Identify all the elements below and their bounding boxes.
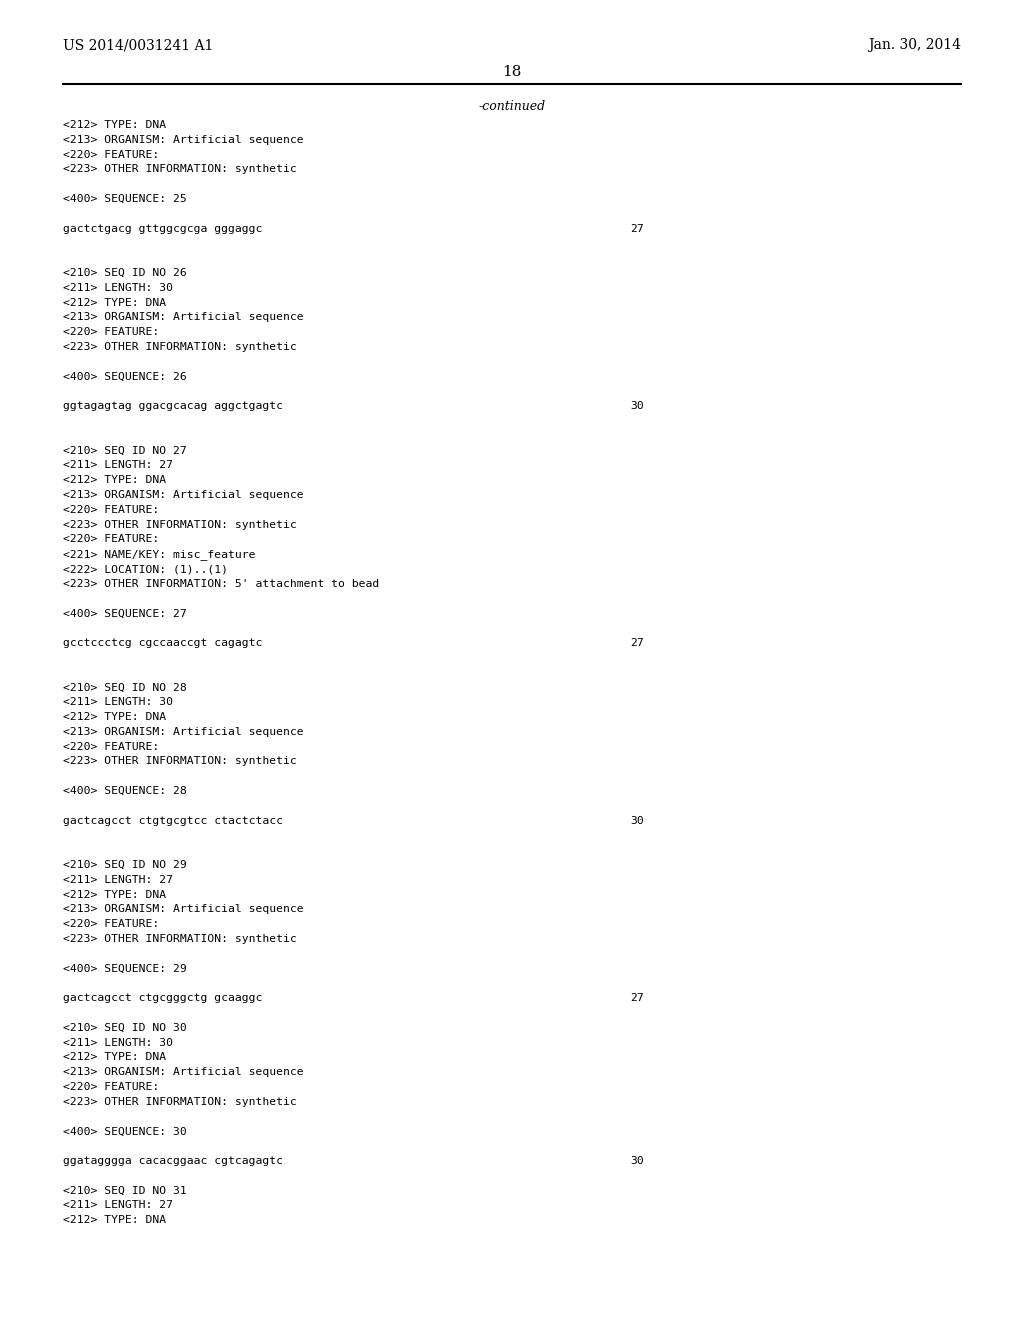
- Text: <222> LOCATION: (1)..(1): <222> LOCATION: (1)..(1): [63, 564, 228, 574]
- Text: <220> FEATURE:: <220> FEATURE:: [63, 504, 160, 515]
- Text: <223> OTHER INFORMATION: synthetic: <223> OTHER INFORMATION: synthetic: [63, 165, 297, 174]
- Text: <211> LENGTH: 27: <211> LENGTH: 27: [63, 461, 173, 470]
- Text: <211> LENGTH: 30: <211> LENGTH: 30: [63, 697, 173, 708]
- Text: <223> OTHER INFORMATION: synthetic: <223> OTHER INFORMATION: synthetic: [63, 935, 297, 944]
- Text: <223> OTHER INFORMATION: 5' attachment to bead: <223> OTHER INFORMATION: 5' attachment t…: [63, 578, 379, 589]
- Text: 18: 18: [503, 65, 521, 79]
- Text: <220> FEATURE:: <220> FEATURE:: [63, 742, 160, 751]
- Text: 30: 30: [630, 816, 644, 825]
- Text: <211> LENGTH: 27: <211> LENGTH: 27: [63, 1200, 173, 1210]
- Text: ggatagggga cacacggaac cgtcagagtc: ggatagggga cacacggaac cgtcagagtc: [63, 1156, 283, 1166]
- Text: gactctgacg gttggcgcga gggaggc: gactctgacg gttggcgcga gggaggc: [63, 223, 262, 234]
- Text: <223> OTHER INFORMATION: synthetic: <223> OTHER INFORMATION: synthetic: [63, 1097, 297, 1106]
- Text: US 2014/0031241 A1: US 2014/0031241 A1: [63, 38, 213, 51]
- Text: <400> SEQUENCE: 27: <400> SEQUENCE: 27: [63, 609, 186, 618]
- Text: <400> SEQUENCE: 26: <400> SEQUENCE: 26: [63, 372, 186, 381]
- Text: <212> TYPE: DNA: <212> TYPE: DNA: [63, 297, 166, 308]
- Text: <210> SEQ ID NO 29: <210> SEQ ID NO 29: [63, 861, 186, 870]
- Text: <220> FEATURE:: <220> FEATURE:: [63, 149, 160, 160]
- Text: <223> OTHER INFORMATION: synthetic: <223> OTHER INFORMATION: synthetic: [63, 520, 297, 529]
- Text: <210> SEQ ID NO 26: <210> SEQ ID NO 26: [63, 268, 186, 279]
- Text: <223> OTHER INFORMATION: synthetic: <223> OTHER INFORMATION: synthetic: [63, 756, 297, 767]
- Text: gcctccctcg cgccaaccgt cagagtc: gcctccctcg cgccaaccgt cagagtc: [63, 638, 262, 648]
- Text: <212> TYPE: DNA: <212> TYPE: DNA: [63, 711, 166, 722]
- Text: <400> SEQUENCE: 29: <400> SEQUENCE: 29: [63, 964, 186, 974]
- Text: <213> ORGANISM: Artificial sequence: <213> ORGANISM: Artificial sequence: [63, 135, 304, 145]
- Text: <223> OTHER INFORMATION: synthetic: <223> OTHER INFORMATION: synthetic: [63, 342, 297, 352]
- Text: 30: 30: [630, 401, 644, 412]
- Text: <220> FEATURE:: <220> FEATURE:: [63, 535, 160, 544]
- Text: 27: 27: [630, 638, 644, 648]
- Text: <213> ORGANISM: Artificial sequence: <213> ORGANISM: Artificial sequence: [63, 1067, 304, 1077]
- Text: <210> SEQ ID NO 27: <210> SEQ ID NO 27: [63, 446, 186, 455]
- Text: 27: 27: [630, 223, 644, 234]
- Text: <220> FEATURE:: <220> FEATURE:: [63, 1082, 160, 1092]
- Text: 27: 27: [630, 993, 644, 1003]
- Text: <220> FEATURE:: <220> FEATURE:: [63, 919, 160, 929]
- Text: <211> LENGTH: 30: <211> LENGTH: 30: [63, 282, 173, 293]
- Text: gactcagcct ctgtgcgtcc ctactctacc: gactcagcct ctgtgcgtcc ctactctacc: [63, 816, 283, 825]
- Text: <211> LENGTH: 30: <211> LENGTH: 30: [63, 1038, 173, 1048]
- Text: <213> ORGANISM: Artificial sequence: <213> ORGANISM: Artificial sequence: [63, 313, 304, 322]
- Text: <213> ORGANISM: Artificial sequence: <213> ORGANISM: Artificial sequence: [63, 490, 304, 500]
- Text: <221> NAME/KEY: misc_feature: <221> NAME/KEY: misc_feature: [63, 549, 256, 560]
- Text: <220> FEATURE:: <220> FEATURE:: [63, 327, 160, 337]
- Text: ggtagagtag ggacgcacag aggctgagtc: ggtagagtag ggacgcacag aggctgagtc: [63, 401, 283, 412]
- Text: gactcagcct ctgcgggctg gcaaggc: gactcagcct ctgcgggctg gcaaggc: [63, 993, 262, 1003]
- Text: <212> TYPE: DNA: <212> TYPE: DNA: [63, 1052, 166, 1063]
- Text: <212> TYPE: DNA: <212> TYPE: DNA: [63, 1216, 166, 1225]
- Text: Jan. 30, 2014: Jan. 30, 2014: [868, 38, 961, 51]
- Text: <212> TYPE: DNA: <212> TYPE: DNA: [63, 120, 166, 129]
- Text: <212> TYPE: DNA: <212> TYPE: DNA: [63, 890, 166, 900]
- Text: <210> SEQ ID NO 30: <210> SEQ ID NO 30: [63, 1023, 186, 1032]
- Text: <213> ORGANISM: Artificial sequence: <213> ORGANISM: Artificial sequence: [63, 904, 304, 915]
- Text: <210> SEQ ID NO 31: <210> SEQ ID NO 31: [63, 1185, 186, 1196]
- Text: <210> SEQ ID NO 28: <210> SEQ ID NO 28: [63, 682, 186, 693]
- Text: <400> SEQUENCE: 28: <400> SEQUENCE: 28: [63, 785, 186, 796]
- Text: <212> TYPE: DNA: <212> TYPE: DNA: [63, 475, 166, 486]
- Text: <213> ORGANISM: Artificial sequence: <213> ORGANISM: Artificial sequence: [63, 727, 304, 737]
- Text: <211> LENGTH: 27: <211> LENGTH: 27: [63, 875, 173, 884]
- Text: -continued: -continued: [478, 100, 546, 114]
- Text: <400> SEQUENCE: 25: <400> SEQUENCE: 25: [63, 194, 186, 205]
- Text: 30: 30: [630, 1156, 644, 1166]
- Text: <400> SEQUENCE: 30: <400> SEQUENCE: 30: [63, 1126, 186, 1137]
